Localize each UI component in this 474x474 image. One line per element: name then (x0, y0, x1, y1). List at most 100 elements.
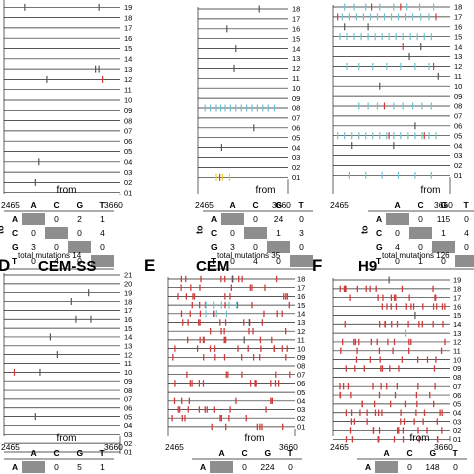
matrix-cell: 1 (418, 256, 423, 266)
matrix-diagonal-cell (290, 255, 313, 267)
row-label: 02 (124, 439, 132, 448)
matrix-col-header: C (418, 200, 424, 210)
matrix-cell: 0 (395, 228, 400, 238)
row-label: 05 (454, 131, 462, 140)
matrix-cell: 3 (230, 242, 235, 252)
row-label: 19 (124, 3, 132, 12)
matrix-diagonal-cell (455, 255, 474, 267)
matrix-cell: 0 (464, 242, 469, 252)
row-label: 07 (453, 382, 461, 391)
row-label: 02 (454, 161, 462, 170)
matrix-col-header: A (384, 448, 390, 458)
matrix-cell: 0 (464, 214, 469, 224)
panel-letter: E (144, 256, 155, 275)
matrix-col-header: T (288, 448, 294, 458)
row-label: 02 (453, 426, 461, 435)
matrix-cell: 0 (253, 214, 258, 224)
axis-start-label: 2465 (330, 200, 349, 210)
row-label: 21 (124, 271, 132, 280)
row-label: 10 (453, 355, 461, 364)
matrix-cell: 0 (77, 228, 82, 238)
row-label: 01 (453, 435, 461, 444)
row-label: 15 (124, 324, 132, 333)
row-label: 06 (124, 137, 132, 146)
matrix-from-label: from (256, 185, 276, 196)
row-label: 04 (453, 408, 461, 417)
total-mutations-label: total mutations 126 (382, 251, 450, 260)
total-mutations-label: total mutations 35 (217, 251, 281, 260)
row-label: 10 (454, 82, 462, 91)
row-label: 19 (124, 288, 132, 297)
row-label: 05 (124, 147, 132, 156)
row-label: 12 (454, 62, 462, 71)
row-label: 15 (297, 301, 305, 310)
matrix-cell: 24 (274, 214, 284, 224)
row-label: 04 (292, 143, 300, 152)
axis-start-label: 2465 (330, 442, 349, 452)
matrix-col-header: A (219, 448, 225, 458)
matrix-cell: 0 (395, 256, 400, 266)
row-label: 08 (454, 102, 462, 111)
row-label: 04 (124, 421, 132, 430)
matrix-to-label: to (360, 225, 370, 234)
row-label: 07 (297, 370, 305, 379)
row-label: 18 (292, 5, 300, 14)
matrix-cell: 0 (418, 214, 423, 224)
row-label: 03 (297, 405, 305, 414)
matrix-from-label: from (57, 433, 77, 444)
axis-end-label: 3660 (434, 200, 453, 210)
matrix-cell: 0 (77, 256, 82, 266)
axis-end-label: 3660 (272, 200, 291, 210)
matrix-diagonal-cell (91, 255, 114, 267)
row-label: 13 (124, 65, 132, 74)
matrix-row-header: G (211, 242, 218, 252)
row-label: 01 (454, 171, 462, 180)
matrix-col-header: C (242, 448, 248, 458)
matrix-cell: 4 (54, 256, 59, 266)
row-label: 12 (292, 64, 300, 73)
matrix-cell: 1 (100, 214, 105, 224)
matrix-row-header: A (12, 462, 18, 472)
row-label: 11 (292, 74, 300, 83)
matrix-cell: 4 (395, 242, 400, 252)
matrix-cell: 0 (253, 242, 258, 252)
matrix-cell: 224 (260, 462, 274, 472)
axis-start-label: 2465 (165, 442, 184, 452)
matrix-from-label: from (245, 433, 265, 444)
row-label: 09 (292, 94, 300, 103)
row-label: 08 (297, 362, 305, 371)
matrix-row-header: T (376, 256, 382, 266)
matrix-cell: 3 (31, 242, 36, 252)
axis-end-label: 3660 (279, 442, 298, 452)
axis-end-label: 3660 (104, 442, 123, 452)
matrix-cell: 0 (441, 256, 446, 266)
panel-name: CEM (196, 258, 229, 275)
matrix-cell: 115 (437, 214, 451, 224)
row-label: 02 (292, 163, 300, 172)
row-label: 06 (453, 391, 461, 400)
row-label: 06 (124, 403, 132, 412)
matrix-row-header: C (376, 228, 382, 238)
matrix-col-header: G (77, 200, 84, 210)
row-label: 08 (292, 104, 300, 113)
matrix-col-header: C (253, 200, 259, 210)
row-label: 01 (297, 423, 305, 432)
matrix-cell: 5 (77, 462, 82, 472)
row-label: 17 (292, 15, 300, 24)
matrix-diagonal-cell (22, 213, 45, 225)
matrix-to-label: to (0, 225, 6, 234)
axis-start-label: 2465 (1, 200, 20, 210)
panel-name: H9 (358, 258, 377, 275)
row-label: 05 (453, 400, 461, 409)
row-label: 12 (124, 350, 132, 359)
matrix-diagonal-cell (221, 213, 244, 225)
row-label: 14 (453, 320, 461, 329)
row-label: 01 (124, 448, 132, 457)
row-label: 14 (124, 333, 132, 342)
matrix-cell: 0 (54, 214, 59, 224)
matrix-row-header: A (12, 214, 18, 224)
matrix-col-header: C (407, 448, 413, 458)
row-label: 16 (454, 23, 462, 32)
row-label: 12 (124, 75, 132, 84)
